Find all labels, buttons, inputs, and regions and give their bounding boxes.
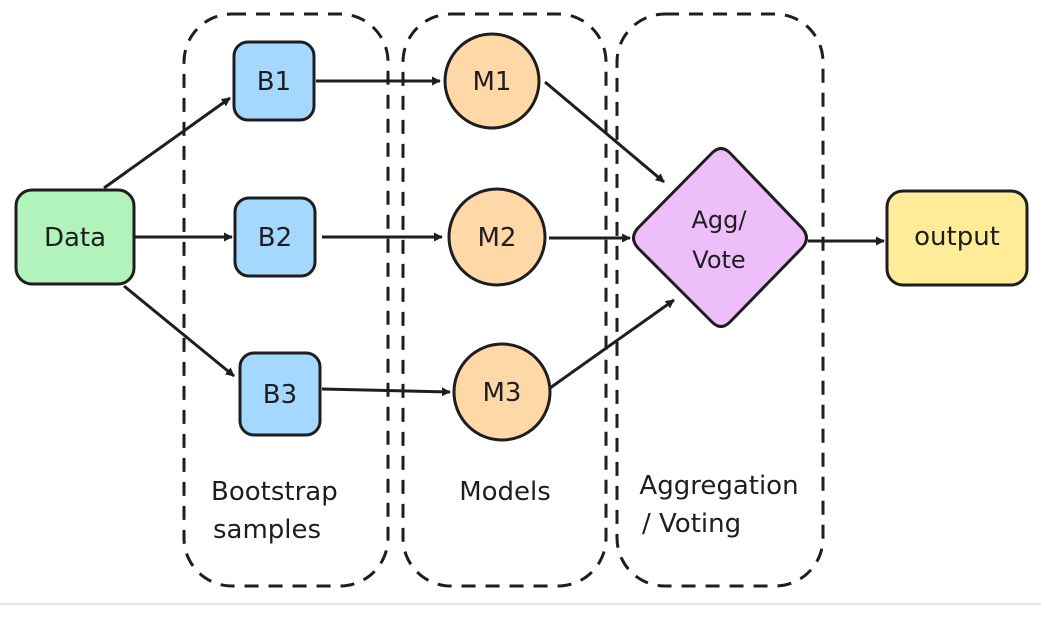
arrows: [103, 76, 885, 397]
bootstrap-group-label-line2: samples: [213, 515, 321, 545]
bootstrap-group-box: [182, 12, 390, 588]
m2-node-circle: [447, 187, 547, 287]
output-node-box: [885, 189, 1029, 287]
b2-node-box: [233, 196, 317, 278]
b3-node: B3: [238, 351, 322, 437]
agg-node-label-line2: Vote: [692, 246, 745, 274]
b1-node-box: [232, 40, 316, 122]
b2-node: B2: [233, 196, 317, 278]
aggregation-group-label-line1: Aggregation: [639, 471, 798, 501]
models-group-box: [401, 12, 608, 588]
b3-node-label: B3: [263, 380, 297, 410]
aggregation-group-box: [615, 12, 825, 588]
agg-node-diamond: [632, 147, 808, 328]
agg-node-label-line1: Agg/: [692, 206, 748, 234]
b3-node-box: [238, 351, 322, 437]
arrow-m3-to-agg: [549, 298, 675, 390]
m2-node-label: M2: [478, 223, 517, 253]
bootstrap-group-label-line1: Bootstrap: [211, 477, 338, 507]
output-node: output: [885, 189, 1029, 287]
b2-node-label: B2: [258, 223, 292, 253]
data-node-box: [14, 188, 136, 286]
m3-node: M3: [452, 342, 552, 442]
data-node-label: Data: [44, 223, 106, 253]
m1-node-circle: [443, 32, 541, 130]
aggregation-group-label-line2: / Voting: [642, 509, 741, 539]
agg-node: Agg/ Vote: [632, 147, 808, 328]
arrow-m1-to-agg: [544, 80, 665, 184]
models-group-label: Models: [459, 477, 551, 507]
b1-node-label: B1: [257, 67, 291, 97]
output-node-label: output: [914, 222, 1000, 252]
m2-node: M2: [447, 187, 547, 287]
arrow-data-to-b3: [123, 284, 235, 378]
arrow-b3-to-m3: [321, 387, 451, 397]
m1-node-label: M1: [473, 67, 512, 97]
m3-node-circle: [452, 342, 552, 442]
arrow-data-to-b1: [103, 96, 231, 190]
data-node: Data: [14, 188, 136, 286]
m3-node-label: M3: [483, 378, 522, 408]
m1-node: M1: [443, 32, 541, 130]
b1-node: B1: [232, 40, 316, 122]
